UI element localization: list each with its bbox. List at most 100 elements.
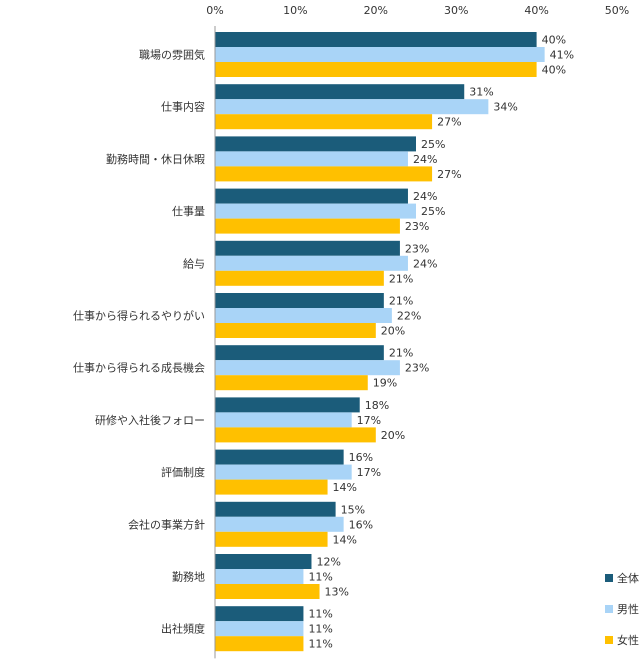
category-label: 会社の事業方針 bbox=[128, 517, 205, 531]
data-label: 22% bbox=[397, 310, 421, 323]
bar bbox=[215, 412, 352, 428]
category-label: 勤務地 bbox=[172, 570, 205, 584]
data-label: 14% bbox=[333, 533, 357, 546]
bar bbox=[215, 62, 537, 77]
bar bbox=[215, 449, 344, 465]
data-label: 40% bbox=[542, 64, 566, 77]
data-label: 15% bbox=[341, 503, 365, 516]
bar bbox=[215, 464, 352, 480]
x-tick-label: 0% bbox=[206, 4, 223, 17]
bar bbox=[215, 621, 304, 637]
category-label: 仕事から得られる成長機会 bbox=[73, 361, 205, 375]
category-label: 評価制度 bbox=[161, 465, 205, 479]
category-label: 仕事から得られるやりがい bbox=[73, 309, 205, 323]
data-label: 31% bbox=[469, 86, 493, 99]
data-label: 14% bbox=[333, 481, 357, 494]
data-label: 16% bbox=[349, 518, 373, 531]
category-label: 出社頻度 bbox=[161, 622, 205, 636]
x-tick-label: 10% bbox=[283, 4, 307, 17]
data-label: 27% bbox=[437, 116, 461, 129]
data-label: 41% bbox=[550, 49, 574, 62]
bar bbox=[215, 375, 368, 391]
bar bbox=[215, 584, 320, 599]
bar bbox=[215, 531, 328, 547]
bar bbox=[215, 218, 400, 234]
x-axis-ticks: 0% 10% 20% 30% 40% 50% bbox=[206, 4, 629, 17]
bar bbox=[215, 516, 344, 532]
bar bbox=[215, 270, 384, 286]
legend-label: 男性 bbox=[617, 602, 639, 616]
data-label: 18% bbox=[365, 399, 389, 412]
data-label: 19% bbox=[373, 377, 397, 390]
bar bbox=[215, 47, 545, 62]
bar bbox=[215, 308, 392, 323]
x-tick-label: 20% bbox=[364, 4, 388, 17]
data-label: 25% bbox=[421, 205, 445, 218]
category-label: 研修や入社後フォロー bbox=[95, 413, 205, 427]
bar bbox=[215, 360, 400, 376]
legend-swatch bbox=[605, 605, 613, 613]
data-label: 34% bbox=[493, 101, 517, 114]
bar bbox=[215, 188, 408, 204]
bars bbox=[215, 32, 545, 652]
legend-label: 女性 bbox=[617, 633, 639, 647]
data-label: 25% bbox=[421, 138, 445, 151]
bar bbox=[215, 166, 433, 182]
bar bbox=[215, 427, 376, 443]
bar bbox=[215, 255, 408, 271]
data-label: 23% bbox=[405, 220, 429, 233]
bar bbox=[215, 606, 304, 622]
data-label: 21% bbox=[389, 347, 413, 360]
bar bbox=[215, 479, 328, 495]
x-tick-label: 40% bbox=[524, 4, 548, 17]
data-label: 23% bbox=[405, 242, 429, 255]
data-label: 17% bbox=[357, 414, 381, 427]
bar bbox=[215, 569, 304, 584]
bar bbox=[215, 32, 537, 47]
bar bbox=[215, 84, 465, 100]
value-labels: 40%41%40%31%34%27%25%24%27%24%25%23%23%2… bbox=[308, 34, 574, 651]
legend-label: 全体 bbox=[617, 571, 639, 585]
data-label: 23% bbox=[405, 362, 429, 375]
bar bbox=[215, 636, 304, 652]
data-label: 11% bbox=[308, 623, 332, 636]
data-label: 21% bbox=[389, 295, 413, 308]
bar bbox=[215, 323, 376, 338]
category-label: 仕事内容 bbox=[161, 100, 205, 114]
data-label: 24% bbox=[413, 153, 437, 166]
data-label: 24% bbox=[413, 190, 437, 203]
data-label: 40% bbox=[542, 34, 566, 47]
category-label: 給与 bbox=[183, 256, 205, 270]
data-label: 20% bbox=[381, 325, 405, 338]
x-tick-label: 50% bbox=[605, 4, 629, 17]
category-label: 職場の雰囲気 bbox=[139, 48, 205, 62]
bar bbox=[215, 136, 416, 152]
category-label: 仕事量 bbox=[172, 205, 205, 218]
data-label: 11% bbox=[308, 608, 332, 621]
bar bbox=[215, 240, 400, 256]
data-label: 17% bbox=[357, 466, 381, 479]
category-labels: 職場の雰囲気仕事内容勤務時間・休日休暇仕事量給与仕事から得られるやりがい仕事から… bbox=[73, 48, 205, 636]
data-label: 13% bbox=[325, 586, 349, 599]
bar bbox=[215, 554, 312, 569]
legend-swatch bbox=[605, 636, 613, 644]
x-tick-label: 30% bbox=[444, 4, 468, 17]
data-label: 27% bbox=[437, 168, 461, 181]
bar bbox=[215, 345, 384, 361]
data-label: 12% bbox=[316, 556, 340, 569]
bar bbox=[215, 151, 408, 167]
data-label: 20% bbox=[381, 429, 405, 442]
data-label: 11% bbox=[308, 571, 332, 584]
category-label: 勤務時間・休日休暇 bbox=[106, 152, 205, 166]
bar bbox=[215, 293, 384, 308]
data-label: 24% bbox=[413, 257, 437, 270]
bar bbox=[215, 203, 416, 219]
bar bbox=[215, 114, 433, 130]
data-label: 16% bbox=[349, 451, 373, 464]
bar bbox=[215, 99, 489, 115]
data-label: 11% bbox=[308, 638, 332, 651]
data-label: 21% bbox=[389, 272, 413, 285]
bar bbox=[215, 501, 336, 517]
